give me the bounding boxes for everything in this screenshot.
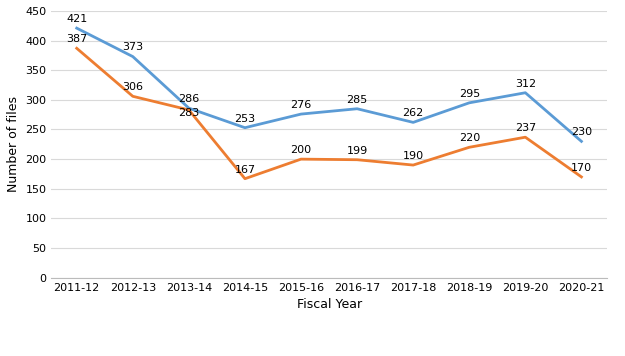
Text: 262: 262 bbox=[402, 108, 424, 118]
Text: 387: 387 bbox=[66, 34, 88, 44]
Text: 230: 230 bbox=[571, 127, 592, 137]
number of applications bbox=[129, 54, 136, 59]
number of files resulting in mediation meetings bbox=[241, 177, 249, 181]
Y-axis label: Number of files: Number of files bbox=[7, 96, 20, 192]
number of files resulting in mediation meetings bbox=[129, 94, 136, 99]
number of applications bbox=[522, 91, 529, 95]
X-axis label: Fiscal Year: Fiscal Year bbox=[296, 298, 362, 311]
number of applications bbox=[241, 126, 249, 130]
number of files resulting in mediation meetings bbox=[522, 135, 529, 139]
Text: 220: 220 bbox=[459, 133, 480, 143]
Text: 286: 286 bbox=[178, 94, 199, 104]
number of applications bbox=[578, 139, 585, 143]
Legend: number of applications, number of files resulting in mediation meetings: number of applications, number of files … bbox=[76, 353, 582, 356]
number of files resulting in mediation meetings bbox=[298, 157, 305, 161]
number of files resulting in mediation meetings bbox=[353, 158, 361, 162]
Text: 283: 283 bbox=[178, 108, 199, 117]
number of files resulting in mediation meetings bbox=[409, 163, 417, 167]
Text: 199: 199 bbox=[346, 146, 368, 156]
Text: 421: 421 bbox=[66, 14, 88, 24]
number of files resulting in mediation meetings bbox=[185, 108, 192, 112]
number of applications bbox=[466, 101, 473, 105]
Text: 312: 312 bbox=[515, 79, 536, 89]
number of files resulting in mediation meetings bbox=[578, 175, 585, 179]
Text: 295: 295 bbox=[459, 89, 480, 99]
Text: 237: 237 bbox=[515, 123, 536, 133]
Text: 167: 167 bbox=[234, 164, 256, 174]
number of applications bbox=[185, 106, 192, 110]
Line: number of files resulting in mediation meetings: number of files resulting in mediation m… bbox=[77, 48, 581, 179]
Text: 170: 170 bbox=[571, 163, 592, 173]
number of files resulting in mediation meetings bbox=[466, 145, 473, 150]
number of applications bbox=[409, 120, 417, 125]
Text: 190: 190 bbox=[402, 151, 424, 161]
number of applications bbox=[298, 112, 305, 116]
Text: 373: 373 bbox=[122, 42, 143, 52]
number of applications bbox=[73, 26, 81, 30]
number of files resulting in mediation meetings bbox=[73, 46, 81, 51]
Text: 200: 200 bbox=[291, 145, 312, 155]
Text: 285: 285 bbox=[346, 95, 368, 105]
number of applications bbox=[353, 106, 361, 111]
Line: number of applications: number of applications bbox=[77, 28, 581, 141]
Text: 276: 276 bbox=[291, 100, 312, 110]
Text: 306: 306 bbox=[122, 82, 143, 92]
Text: 253: 253 bbox=[234, 114, 256, 124]
